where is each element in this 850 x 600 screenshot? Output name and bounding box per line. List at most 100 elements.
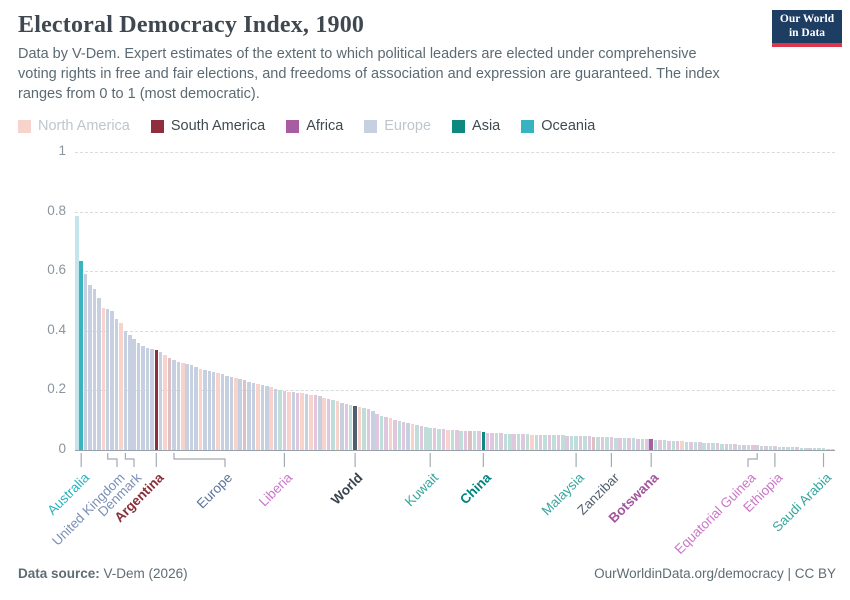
bar[interactable] bbox=[759, 445, 764, 450]
bar-liberia[interactable] bbox=[282, 391, 287, 450]
legend-item-south-america[interactable]: South America bbox=[150, 118, 265, 134]
bar[interactable] bbox=[614, 437, 618, 450]
bar[interactable] bbox=[472, 431, 477, 450]
bar[interactable] bbox=[795, 447, 799, 450]
bar[interactable] bbox=[278, 389, 282, 450]
bar[interactable] bbox=[295, 392, 300, 450]
bar[interactable] bbox=[260, 385, 265, 450]
bar[interactable] bbox=[141, 345, 145, 450]
bar[interactable] bbox=[583, 436, 587, 450]
legend-item-asia[interactable]: Asia bbox=[452, 118, 500, 134]
bar[interactable] bbox=[596, 436, 600, 450]
bar[interactable] bbox=[777, 446, 782, 450]
bar[interactable] bbox=[724, 443, 729, 450]
legend-item-oceania[interactable]: Oceania bbox=[521, 118, 595, 134]
bar[interactable] bbox=[229, 376, 234, 450]
bar[interactable] bbox=[600, 436, 605, 450]
bar[interactable] bbox=[790, 447, 795, 450]
bar[interactable] bbox=[733, 444, 737, 450]
bar[interactable] bbox=[256, 383, 260, 450]
bar[interactable] bbox=[591, 436, 596, 450]
bar[interactable] bbox=[393, 419, 397, 450]
bar[interactable] bbox=[671, 440, 675, 450]
bar[interactable] bbox=[552, 435, 556, 450]
bar[interactable] bbox=[379, 415, 384, 450]
bar[interactable] bbox=[375, 413, 379, 450]
bar[interactable] bbox=[485, 432, 490, 450]
bar[interactable] bbox=[640, 438, 645, 450]
bar[interactable] bbox=[587, 436, 592, 450]
bar[interactable] bbox=[331, 399, 335, 450]
bar[interactable] bbox=[627, 438, 631, 450]
bar[interactable] bbox=[812, 447, 817, 450]
bar[interactable] bbox=[132, 339, 136, 450]
bar[interactable] bbox=[371, 411, 375, 450]
bar[interactable] bbox=[397, 420, 402, 450]
bar[interactable] bbox=[362, 407, 366, 450]
bar[interactable] bbox=[817, 448, 821, 450]
bar[interactable] bbox=[119, 323, 123, 450]
bar[interactable] bbox=[490, 433, 494, 450]
bar[interactable] bbox=[185, 364, 189, 450]
bar[interactable] bbox=[826, 448, 830, 450]
bar-argentina[interactable] bbox=[154, 349, 159, 450]
bar[interactable] bbox=[463, 430, 468, 450]
bar[interactable] bbox=[176, 361, 181, 450]
bar[interactable] bbox=[318, 396, 322, 450]
bar[interactable] bbox=[737, 444, 742, 450]
bar[interactable] bbox=[203, 370, 207, 450]
bar[interactable] bbox=[455, 430, 459, 450]
bar-ethiopia[interactable] bbox=[773, 446, 777, 450]
bar[interactable] bbox=[477, 431, 481, 450]
bar-malaysia[interactable] bbox=[574, 436, 578, 450]
bar[interactable] bbox=[680, 441, 684, 450]
bar[interactable] bbox=[636, 438, 640, 450]
bar[interactable] bbox=[348, 405, 353, 450]
bar[interactable] bbox=[675, 441, 680, 450]
bar[interactable] bbox=[415, 424, 419, 450]
bar[interactable] bbox=[287, 391, 291, 450]
bar[interactable] bbox=[693, 442, 698, 450]
bar[interactable] bbox=[406, 422, 410, 450]
bar[interactable] bbox=[75, 216, 79, 450]
bar[interactable] bbox=[313, 395, 318, 450]
bar[interactable] bbox=[799, 447, 804, 450]
axis-label-europe[interactable]: Europe bbox=[194, 470, 236, 512]
bar[interactable] bbox=[220, 374, 225, 450]
bar[interactable] bbox=[101, 307, 105, 450]
bar-zanzibar[interactable] bbox=[609, 437, 614, 450]
bar[interactable] bbox=[300, 393, 304, 450]
bar[interactable] bbox=[189, 365, 194, 450]
bar[interactable] bbox=[322, 397, 326, 450]
axis-label-china[interactable]: China bbox=[456, 470, 494, 508]
bar[interactable] bbox=[419, 425, 424, 450]
bar[interactable] bbox=[547, 435, 552, 450]
bar[interactable] bbox=[662, 440, 667, 450]
bar[interactable] bbox=[388, 418, 393, 450]
bar-kuwait[interactable] bbox=[428, 427, 432, 450]
bar[interactable] bbox=[410, 423, 415, 450]
bar[interactable] bbox=[92, 289, 97, 450]
bar[interactable] bbox=[110, 310, 114, 450]
bar[interactable] bbox=[618, 437, 622, 450]
bar[interactable] bbox=[242, 380, 247, 450]
bar[interactable] bbox=[781, 446, 786, 450]
bar[interactable] bbox=[150, 348, 154, 450]
bar[interactable] bbox=[366, 408, 371, 450]
bar-australia[interactable] bbox=[79, 260, 83, 450]
bar[interactable] bbox=[578, 436, 583, 450]
bar[interactable] bbox=[468, 430, 472, 450]
bar[interactable] bbox=[114, 318, 119, 450]
bar[interactable] bbox=[450, 430, 455, 450]
bar[interactable] bbox=[631, 438, 636, 450]
bar[interactable] bbox=[653, 439, 658, 450]
bar[interactable] bbox=[622, 438, 627, 450]
bar[interactable] bbox=[128, 335, 132, 450]
bar[interactable] bbox=[530, 434, 534, 450]
bar[interactable] bbox=[384, 417, 388, 450]
bar[interactable] bbox=[304, 394, 309, 450]
bar[interactable] bbox=[437, 428, 441, 450]
bar[interactable] bbox=[163, 354, 167, 450]
bar[interactable] bbox=[424, 426, 428, 450]
bar[interactable] bbox=[768, 446, 773, 450]
